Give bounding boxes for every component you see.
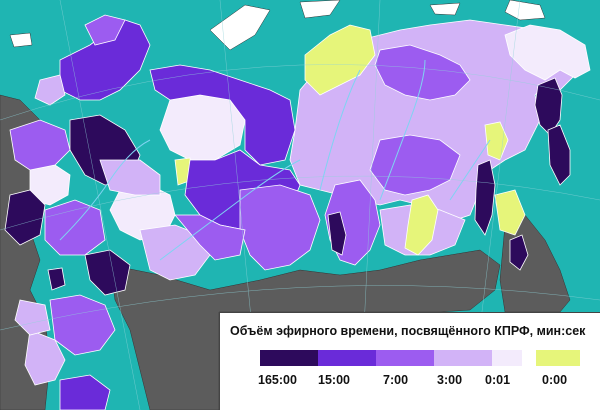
legend-tick-165: 165:00	[258, 373, 297, 387]
legend-tick-3: 3:00	[437, 373, 463, 387]
legend-swatch-165	[260, 350, 318, 366]
legend-swatch-7	[376, 350, 434, 366]
legend-tick-001: 0:01	[485, 373, 511, 387]
legend-title: Объём эфирного времени, посвящённого КПР…	[230, 324, 586, 338]
rivers	[59, 59, 491, 261]
islands	[9, 0, 546, 51]
russia-regions	[4, 14, 591, 410]
legend-tick-7: 7:00	[383, 373, 409, 387]
legend-swatch-001	[492, 350, 522, 366]
legend-tick-000: 0:00	[542, 373, 568, 387]
legend-swatch-15	[318, 350, 376, 366]
legend-tick-15: 15:00	[318, 373, 350, 387]
legend-swatch-000	[536, 350, 580, 366]
legend-panel: Объём эфирного времени, посвящённого КПР…	[219, 312, 600, 410]
legend-swatch-3	[434, 350, 492, 366]
